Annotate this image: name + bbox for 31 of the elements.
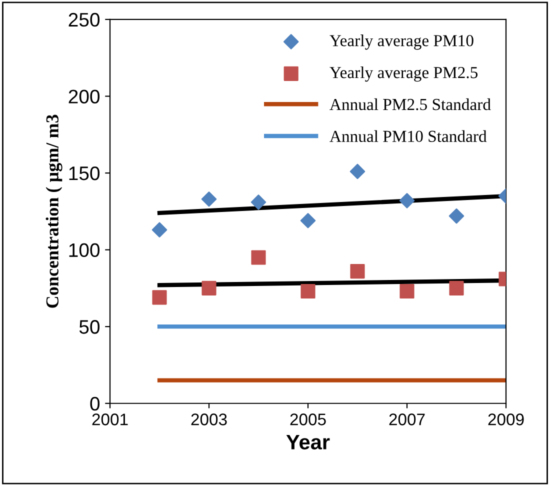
point: [152, 222, 168, 238]
x-tick-label: 2005: [290, 414, 326, 426]
point: [399, 193, 415, 208]
y-tick-label: 0: [90, 396, 100, 411]
point: [201, 191, 217, 207]
legend-label: Annual PM10 Standard: [330, 130, 487, 142]
legend-label: Yearly average PM10: [330, 34, 474, 50]
point: [202, 280, 216, 296]
point: [449, 280, 464, 296]
point: [251, 250, 266, 265]
point: [350, 164, 366, 180]
point: [152, 290, 167, 305]
point: [400, 284, 414, 299]
point: [300, 212, 316, 228]
x-tick-label: 2003: [191, 414, 227, 426]
legend-label: Yearly average PM2.5: [330, 66, 478, 82]
y-tick-label: 250: [68, 12, 100, 27]
point: [250, 194, 266, 210]
x-tick-label: 2001: [92, 414, 128, 426]
y-tick-label: 150: [69, 166, 100, 180]
x-tick-label: 2007: [389, 414, 425, 426]
x-tick-label: 2009: [488, 414, 524, 426]
point: [350, 264, 365, 279]
y-tick-label: 50: [79, 320, 100, 334]
point: [448, 208, 464, 224]
point: [300, 284, 316, 299]
y-tick-label: 100: [69, 243, 100, 258]
y-axis-title: Concentration ( µgm/ m3: [46, 114, 62, 308]
legend-label: Annual PM2.5 Standard: [330, 98, 491, 110]
x-axis-title: Year: [286, 434, 330, 450]
y-tick-label: 200: [68, 90, 100, 104]
